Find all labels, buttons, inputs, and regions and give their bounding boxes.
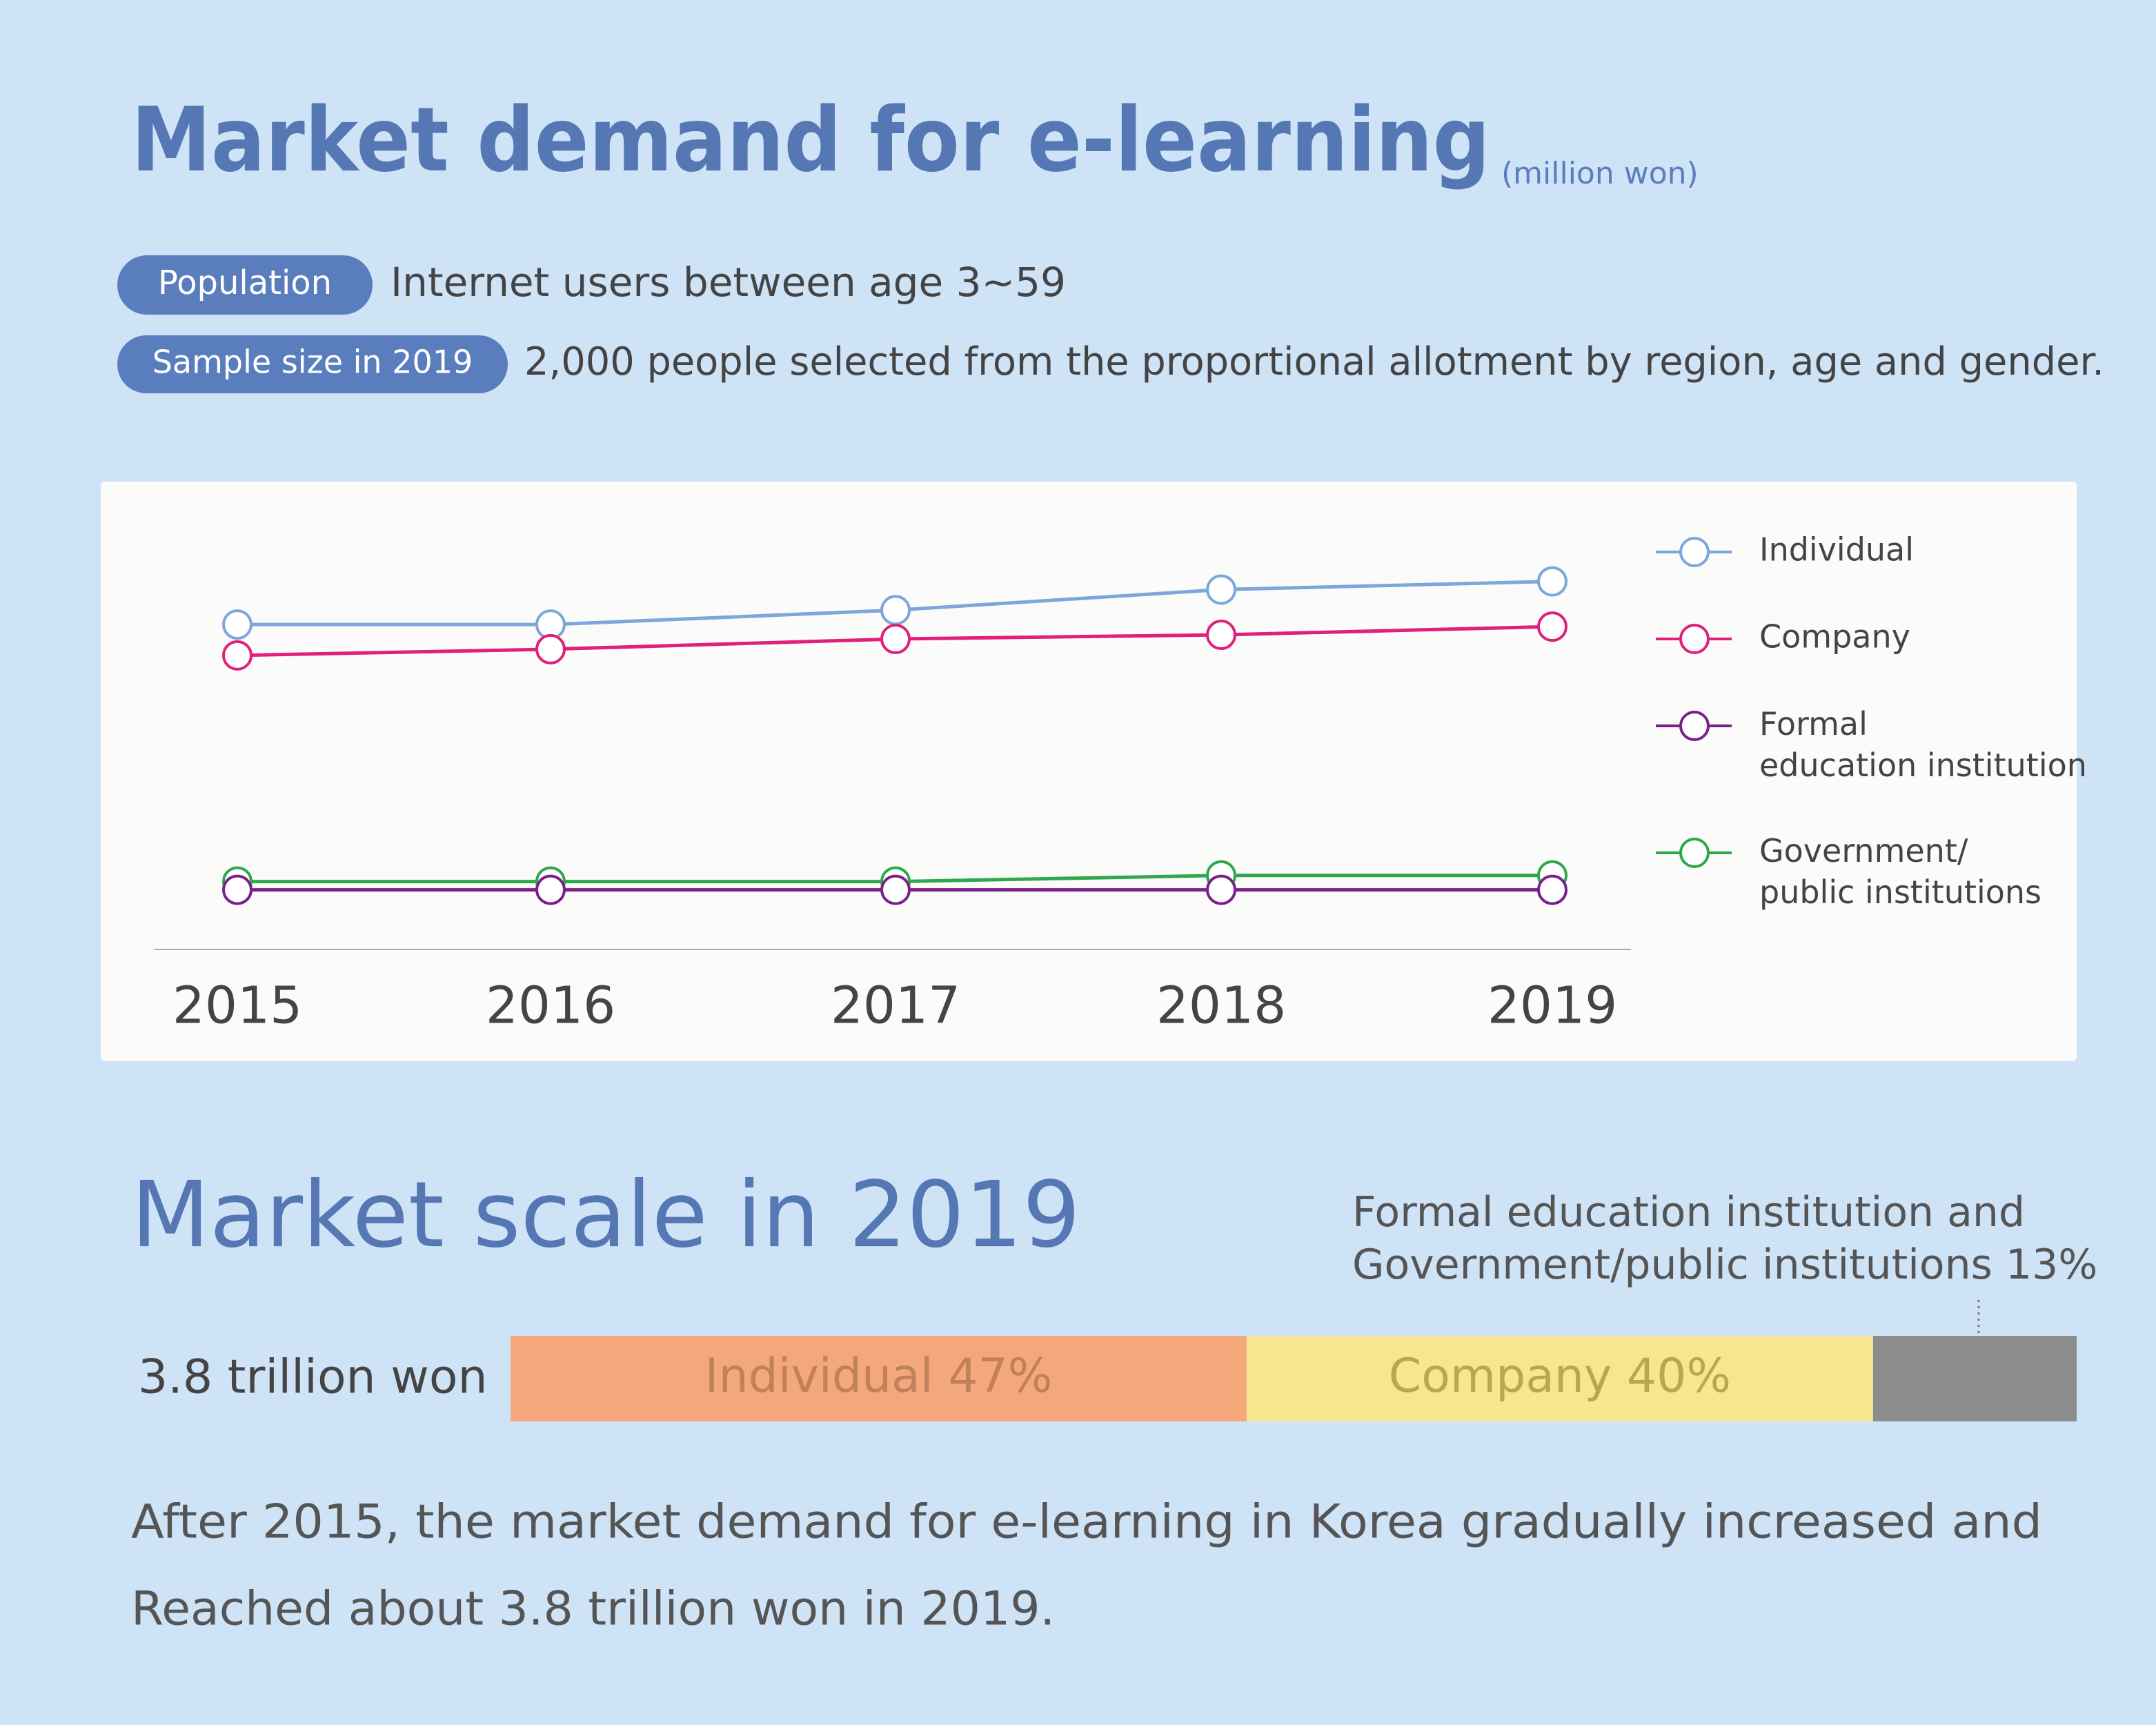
- point: [1206, 874, 1236, 905]
- legend-label: Formal education institution: [1759, 705, 2087, 784]
- bar-segment: [511, 1336, 1247, 1421]
- point: [222, 874, 253, 905]
- info-text: 2,000 people selected from the proportio…: [524, 339, 2104, 384]
- point: [535, 874, 566, 905]
- title: Market demand for e-learning: [131, 89, 1490, 192]
- x-tick-label: 2015: [172, 976, 302, 1036]
- point: [880, 595, 911, 626]
- badge-text: Sample size in 2019: [152, 344, 473, 381]
- footnote: After 2015, the market demand for e-lear…: [131, 1495, 2042, 1550]
- value-label: 40%: [1627, 1349, 1731, 1403]
- point: [1537, 566, 1567, 597]
- point: [535, 633, 566, 664]
- value-label: 47%: [948, 1349, 1052, 1403]
- value-label: 13%: [2006, 1241, 2097, 1289]
- segment-name: Company: [1389, 1349, 1612, 1403]
- badge: [117, 335, 508, 393]
- badge-text: Population: [158, 264, 332, 302]
- segment-label: Individual 47%: [704, 1349, 1052, 1403]
- footnote: Reached about 3.8 trillion won in 2019.: [131, 1582, 1055, 1637]
- x-tick-label: 2017: [831, 976, 960, 1036]
- segment-label: Company 40%: [1389, 1349, 1731, 1403]
- point: [1537, 611, 1567, 642]
- point: [222, 640, 253, 671]
- info-text: Internet users between age 3~59: [390, 259, 1066, 306]
- unit: (million won): [1501, 156, 1699, 191]
- legend-label: Government/public institutions: [1759, 832, 2041, 911]
- chart-panel: [101, 482, 2077, 1061]
- bar-segment: [1872, 1336, 2077, 1421]
- point: [222, 609, 253, 640]
- section-title: Market scale in 2019: [131, 1162, 1080, 1268]
- legend-marker: [1679, 537, 1710, 567]
- x-tick-label: 2016: [486, 976, 615, 1036]
- point: [880, 874, 911, 905]
- bar-segment: [1246, 1336, 1873, 1421]
- legend-marker: [1679, 711, 1710, 741]
- x-tick-label: 2018: [1156, 976, 1286, 1036]
- legend-label: Individual: [1759, 531, 1914, 569]
- legend-marker: [1679, 624, 1710, 654]
- legend-marker: [1679, 838, 1710, 868]
- segment-note: Formal education institution and Governme…: [1352, 1188, 2097, 1289]
- point: [880, 624, 911, 655]
- total-label: 3.8 trillion won: [138, 1350, 488, 1405]
- legend-label: Company: [1759, 618, 1910, 656]
- segment-name: Individual: [704, 1349, 933, 1403]
- point: [1537, 874, 1567, 905]
- x-tick-label: 2019: [1487, 976, 1617, 1036]
- point: [1206, 574, 1236, 605]
- point: [1206, 620, 1236, 651]
- badge: [117, 255, 373, 315]
